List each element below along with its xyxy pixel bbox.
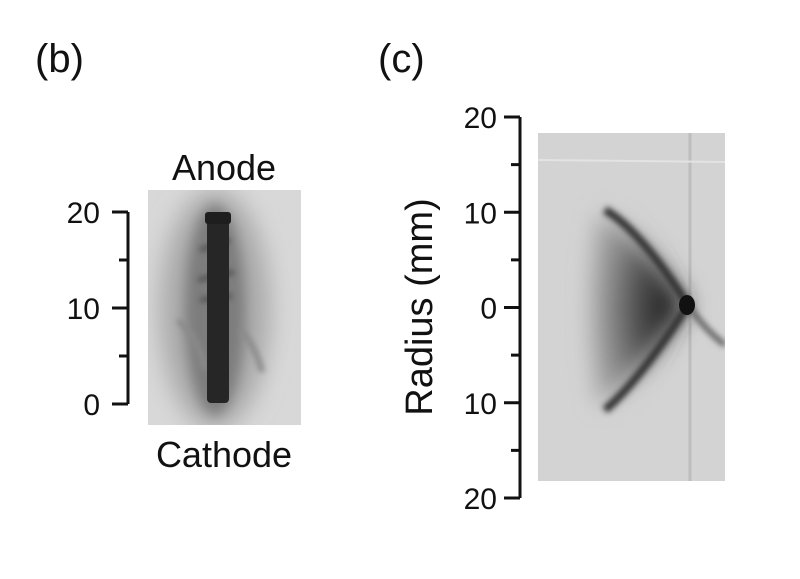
tick-label: 20 [464, 102, 497, 135]
panel-c-label: (c) [378, 37, 425, 81]
panel-c-ylabel: Radius (mm) [399, 198, 441, 415]
tick-label: 10 [464, 388, 497, 421]
tick-label: 10 [67, 293, 100, 326]
panel-b-label: (b) [35, 37, 84, 81]
panel-c-image [538, 133, 725, 481]
cathode-label: Cathode [156, 434, 292, 475]
anode-label: Anode [172, 147, 276, 188]
tick-label: 10 [464, 197, 497, 230]
panel-c-ticks: 20 10 0 10 20 [464, 102, 520, 516]
tick-label: 20 [67, 197, 100, 230]
tick-label: 0 [480, 293, 497, 326]
panel-b-ticks: 20 10 0 [67, 197, 128, 422]
tick-label: 20 [464, 483, 497, 516]
tick-label: 0 [83, 389, 100, 422]
panel-b-image [148, 190, 301, 425]
